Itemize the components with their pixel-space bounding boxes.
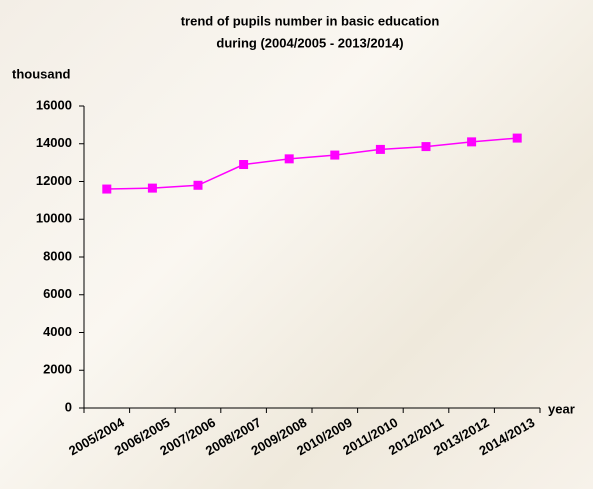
marker bbox=[375, 144, 385, 154]
marker bbox=[102, 184, 112, 194]
y-axis-label: thousand bbox=[12, 66, 71, 81]
y-tick-label: 0 bbox=[65, 399, 72, 414]
line bbox=[106, 137, 518, 190]
marker bbox=[284, 154, 294, 164]
marker bbox=[239, 160, 249, 170]
y-tick-label: 14000 bbox=[36, 135, 72, 150]
y-tick-label: 8000 bbox=[43, 248, 72, 263]
marker bbox=[512, 133, 522, 143]
y-tick-label: 6000 bbox=[43, 286, 72, 301]
y-tick-label: 4000 bbox=[43, 324, 72, 339]
marker bbox=[467, 137, 477, 147]
chart-title: trend of pupils number in basic educatio… bbox=[181, 13, 440, 28]
y-tick-label: 10000 bbox=[36, 211, 72, 226]
marker bbox=[147, 183, 157, 193]
chart-title: during (2004/2005 - 2013/2014) bbox=[216, 35, 403, 50]
marker bbox=[421, 142, 431, 152]
y-tick-label: 12000 bbox=[36, 173, 72, 188]
x-axis-label: year bbox=[548, 401, 575, 416]
y-tick-label: 2000 bbox=[43, 362, 72, 377]
y-tick-label: 16000 bbox=[36, 97, 72, 112]
marker bbox=[330, 150, 340, 160]
marker bbox=[193, 180, 203, 190]
